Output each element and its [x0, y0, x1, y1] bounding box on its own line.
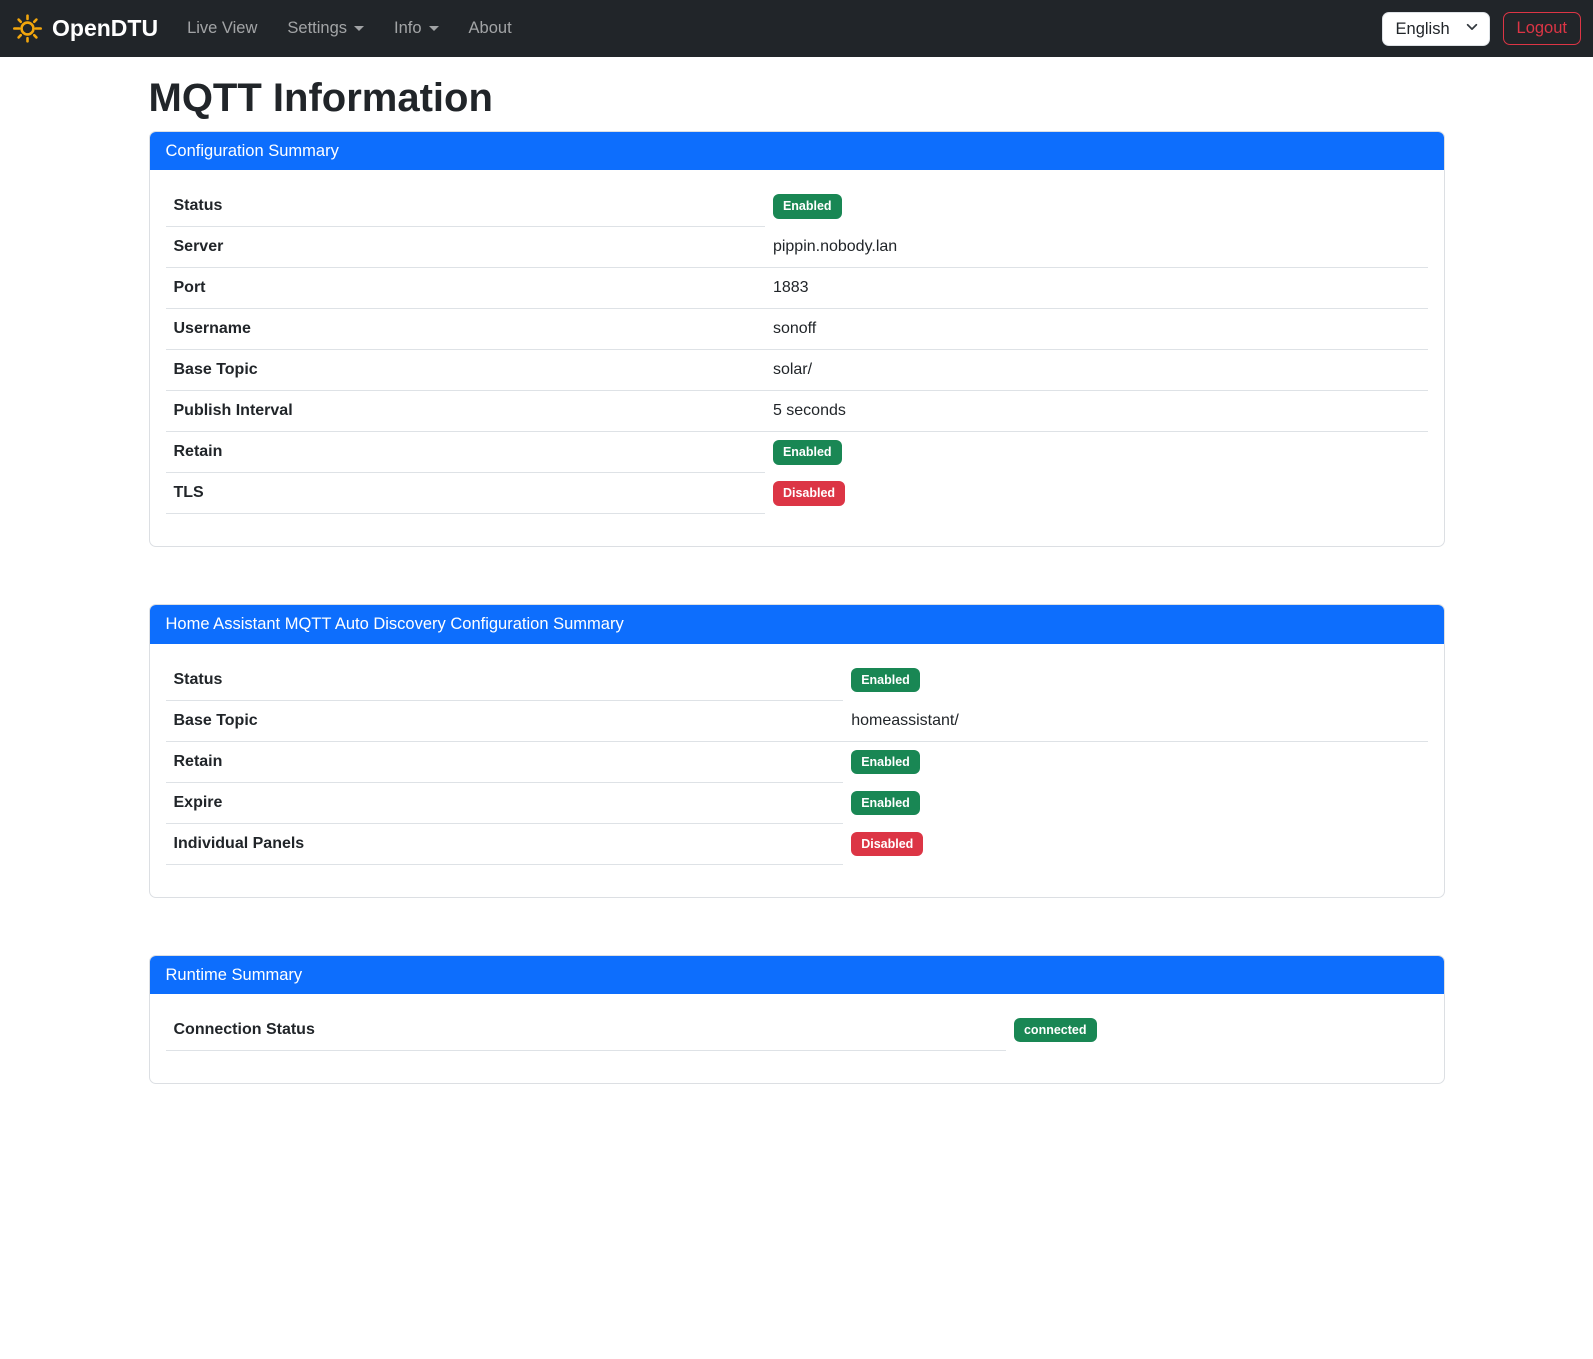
- nav-item-label: Info: [394, 19, 422, 37]
- row-value: pippin.nobody.lan: [764, 227, 1428, 269]
- row-label: Status: [165, 186, 765, 228]
- table-row-status: Status Enabled: [165, 660, 1428, 701]
- card-header-title: Home Assistant MQTT Auto Discovery Confi…: [149, 605, 1444, 644]
- row-value: Enabled: [843, 660, 1427, 701]
- row-label: Publish Interval: [165, 391, 765, 433]
- status-badge-success: Enabled: [772, 194, 842, 219]
- row-value: Enabled: [843, 742, 1427, 783]
- card-header-title: Runtime Summary: [149, 955, 1444, 994]
- row-value: homeassistant/: [843, 701, 1428, 742]
- info-table: Connection Status connected: [165, 1010, 1428, 1051]
- row-value: Disabled: [843, 824, 1427, 865]
- navbar-right: English Logout: [1381, 11, 1581, 46]
- row-value: Enabled: [765, 432, 1428, 473]
- main-content: MQTT Information Configuration Summary St…: [137, 76, 1457, 1084]
- row-label: Base Topic: [165, 350, 765, 392]
- brand-name: OpenDTU: [52, 15, 159, 41]
- table-row-tls: TLS Disabled: [165, 473, 1428, 515]
- table-row-base-topic: Base Topic homeassistant/: [165, 701, 1428, 742]
- table-row-expire: Expire Enabled: [165, 783, 1428, 824]
- nav-item-live-view[interactable]: Live View: [172, 11, 272, 46]
- status-badge-success: Enabled: [772, 440, 842, 465]
- card-header-title: Configuration Summary: [149, 132, 1444, 171]
- table-row-individual-panels: Individual Panels Disabled: [165, 824, 1428, 865]
- caret-down-icon: [354, 26, 365, 31]
- info-table: Status Enabled Base Topic homeassistant/Ret…: [165, 660, 1428, 865]
- table-row-publish-interval: Publish Interval 5 seconds: [165, 391, 1428, 433]
- row-label: Port: [165, 268, 765, 310]
- row-value: solar/: [764, 350, 1428, 392]
- table-row-port: Port 1883: [165, 268, 1428, 310]
- row-label: Server: [165, 227, 765, 269]
- status-badge-success: Enabled: [851, 790, 920, 816]
- brand-link[interactable]: OpenDTU: [12, 13, 158, 44]
- row-label: Username: [165, 309, 765, 351]
- info-table: Status Enabled Server pippin.nobody.lan Port…: [165, 186, 1428, 515]
- logout-button[interactable]: Logout: [1502, 12, 1581, 45]
- table-row-status: Status Enabled: [165, 186, 1428, 228]
- row-label: Status: [165, 660, 844, 701]
- status-badge-success: Enabled: [851, 667, 920, 693]
- language-select[interactable]: English: [1381, 11, 1490, 46]
- row-label: Retain: [165, 432, 765, 474]
- card-body: Status Enabled Base Topic homeassistant/Ret…: [150, 644, 1444, 897]
- card-home-assistant-mqtt-auto-discovery-configuration-summary: Home Assistant MQTT Auto Discovery Confi…: [148, 604, 1445, 898]
- row-value: sonoff: [764, 309, 1428, 351]
- row-label: Individual Panels: [165, 824, 844, 865]
- row-label: Retain: [165, 742, 844, 783]
- row-value: 1883: [764, 268, 1428, 310]
- row-label: Expire: [165, 783, 844, 824]
- table-row-username: Username sonoff: [165, 309, 1428, 351]
- nav-item-info[interactable]: Info: [379, 11, 454, 46]
- card-runtime-summary: Runtime Summary Connection Status connecte…: [148, 954, 1445, 1084]
- row-value: Enabled: [843, 783, 1427, 824]
- cards-container: Configuration Summary Status Enabled Server…: [148, 131, 1445, 1084]
- row-value: Enabled: [765, 186, 1428, 227]
- nav-item-label: Live View: [187, 19, 258, 37]
- status-badge-success: Enabled: [851, 749, 920, 775]
- card-configuration-summary: Configuration Summary Status Enabled Server…: [148, 131, 1445, 548]
- navbar-left: OpenDTU Live View Settings Info About: [12, 11, 527, 46]
- table-row-base-topic: Base Topic solar/: [165, 350, 1428, 392]
- status-badge-danger: Disabled: [772, 481, 846, 506]
- card-body: Connection Status connected: [150, 994, 1444, 1083]
- table-row-server: Server pippin.nobody.lan: [165, 227, 1428, 269]
- language-select-wrap: English: [1381, 11, 1490, 46]
- row-value: Disabled: [765, 473, 1428, 514]
- table-row-connection-status: Connection Status connected: [165, 1010, 1428, 1051]
- row-value: connected: [1006, 1010, 1428, 1051]
- row-value: 5 seconds: [764, 391, 1428, 433]
- table-row-retain: Retain Enabled: [165, 742, 1428, 783]
- status-badge-danger: Disabled: [851, 831, 924, 857]
- caret-down-icon: [428, 26, 439, 31]
- row-label: Base Topic: [165, 701, 844, 742]
- row-label: Connection Status: [165, 1010, 1006, 1051]
- card-body: Status Enabled Server pippin.nobody.lan Port…: [150, 170, 1444, 546]
- status-badge-success: connected: [1013, 1017, 1097, 1043]
- nav-item-label: About: [468, 19, 512, 37]
- nav-item-about[interactable]: About: [454, 11, 527, 46]
- nav-links: Live View Settings Info About: [172, 11, 527, 46]
- page-title: MQTT Information: [148, 76, 493, 120]
- nav-item-label: Settings: [287, 19, 348, 37]
- nav-item-settings[interactable]: Settings: [272, 11, 379, 46]
- table-row-retain: Retain Enabled: [165, 432, 1428, 474]
- top-navbar: OpenDTU Live View Settings Info About Engli…: [0, 0, 1593, 57]
- sun-icon: [12, 13, 43, 44]
- row-label: TLS: [165, 473, 765, 515]
